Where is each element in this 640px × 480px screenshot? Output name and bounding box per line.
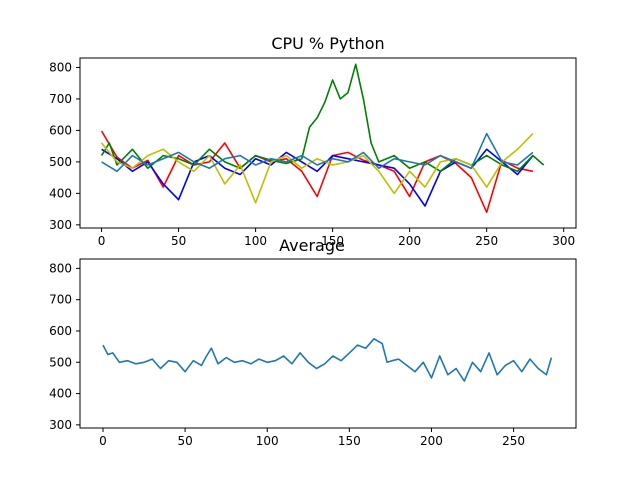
cpu-plot-frame [79, 57, 577, 229]
average-plot-series-line-0 [102, 337, 553, 382]
average-plot-y-tick-label: 300 [49, 418, 72, 432]
average-plot-x-tick-label: 250 [502, 434, 525, 448]
cpu-plot-series-group [100, 63, 545, 214]
average-plot-x-tick-label: 150 [338, 434, 361, 448]
cpu-plot: CPU % Python 0 50 100 150 200 250 300 300 400 500… [49, 34, 577, 248]
average-plot-y-tick-label: 600 [49, 324, 72, 338]
average-plot-x-tick-label: 50 [177, 434, 192, 448]
cpu-plot-axes: 0 50 100 150 200 250 300 300 400 500 600 700 800 [49, 57, 577, 248]
average-plot-series-group [102, 337, 553, 382]
cpu-plot-x-tick-label: 0 [98, 234, 106, 248]
average-plot-title: Average [279, 236, 345, 255]
cpu-plot-x-tick-label: 300 [552, 234, 575, 248]
cpu-plot-x-tick-label: 150 [321, 234, 344, 248]
average-plot-x-tick-label: 0 [99, 434, 107, 448]
average-plot-x-tick-label: 200 [420, 434, 443, 448]
cpu-plot-series-line-3 [100, 133, 534, 204]
cpu-plot-y-tick-label: 800 [49, 60, 72, 74]
cpu-plot-x-tick-label: 200 [398, 234, 421, 248]
cpu-plot-series-line-4 [101, 132, 534, 173]
cpu-plot-title: CPU % Python [271, 34, 384, 53]
cpu-plot-x-tick-label: 100 [244, 234, 267, 248]
cpu-plot-y-tick-label: 300 [49, 218, 72, 232]
average-plot-x-tick-label: 100 [256, 434, 279, 448]
cpu-plot-series-line-0 [100, 130, 534, 214]
cpu-plot-y-tick-label: 400 [49, 186, 72, 200]
average-plot-y-tick-label: 400 [49, 387, 72, 401]
average-plot-axes: 0 50 100 150 200 250 300 400 500 600 700 800 [49, 258, 577, 448]
cpu-plot-x-tick-label: 250 [475, 234, 498, 248]
cpu-plot-y-tick-label: 500 [49, 155, 72, 169]
average-plot-frame [79, 258, 577, 429]
cpu-plot-x-tick-label: 50 [171, 234, 186, 248]
average-plot-y-tick-label: 800 [49, 261, 72, 275]
cpu-plot-y-tick-label: 700 [49, 92, 72, 106]
cpu-plot-y-tick-label: 600 [49, 123, 72, 137]
average-plot-y-tick-label: 500 [49, 355, 72, 369]
average-plot-y-tick-label: 700 [49, 293, 72, 307]
